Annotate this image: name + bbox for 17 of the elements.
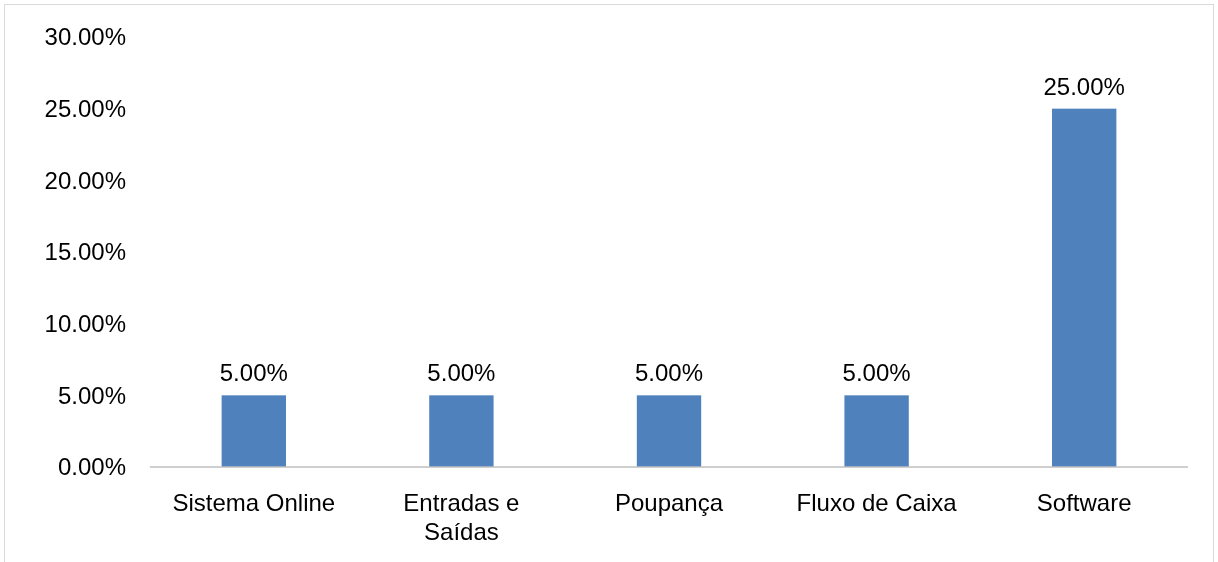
x-tick-label: Entradas e Saídas	[403, 489, 520, 545]
y-tick-label: 5.00%	[57, 381, 126, 409]
data-label: 5.00%	[427, 359, 496, 387]
x-tick-label: Fluxo de Caixa	[796, 489, 958, 516]
data-label: 25.00%	[1043, 72, 1125, 100]
data-label: 5.00%	[634, 359, 704, 387]
data-label: 5.00%	[219, 359, 288, 387]
x-tick-label: Sistema Online	[172, 489, 336, 516]
y-tick-label: 10.00%	[44, 309, 126, 337]
y-tick-label: 25.00%	[44, 94, 126, 122]
y-tick-label: 0.00%	[57, 453, 126, 481]
data-label: 5.00%	[842, 359, 911, 387]
y-tick-label: 20.00%	[44, 166, 126, 194]
x-tick-label: Poupança	[614, 489, 724, 516]
y-tick-label: 30.00%	[44, 23, 126, 51]
y-tick-label: 15.00%	[44, 238, 126, 266]
x-tick-label: Software	[1036, 489, 1132, 516]
